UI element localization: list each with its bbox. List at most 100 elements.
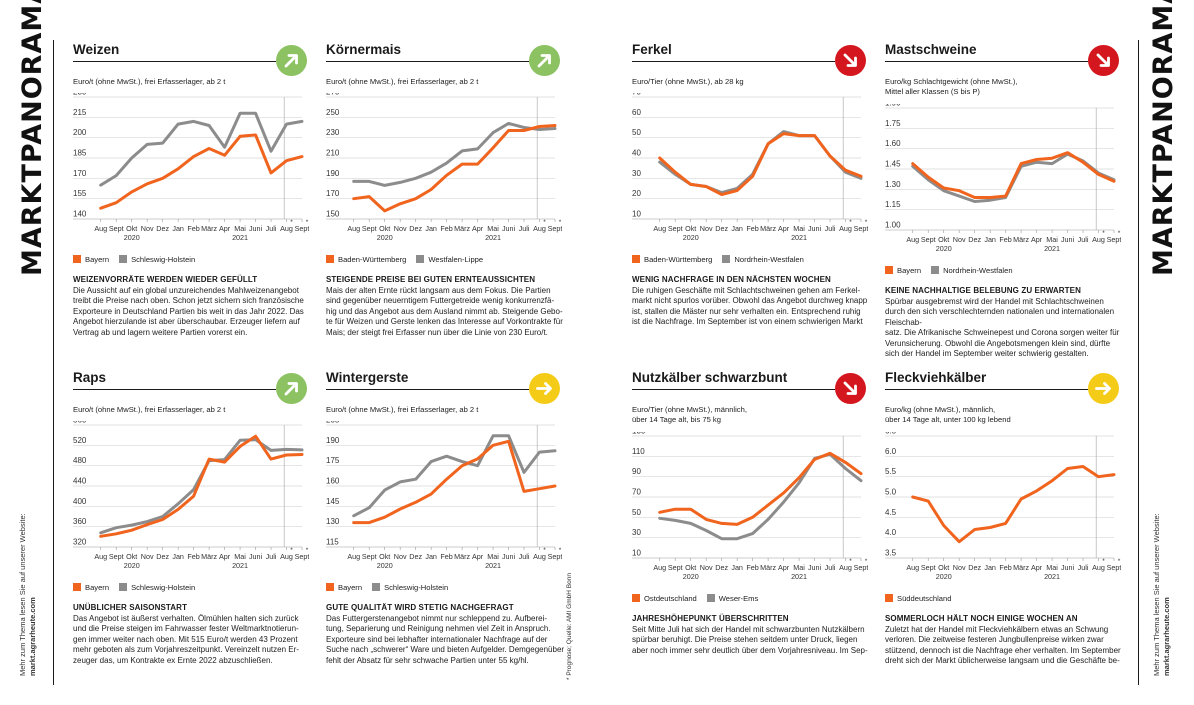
forecast-mark: *	[543, 219, 546, 226]
legend-label: Bayern	[338, 583, 363, 592]
y-tick-label: 190	[326, 436, 340, 445]
unit-label: Euro/t (ohne MwSt.), frei Erfasserlager,…	[326, 405, 479, 414]
y-tick-label: 20	[632, 189, 641, 198]
y-tick-label: 30	[632, 169, 641, 178]
year-label: 2021	[232, 561, 248, 570]
x-tick-label: Nov	[953, 563, 966, 572]
trend-down-icon	[835, 373, 866, 404]
title-rule	[73, 61, 276, 63]
x-tick-label: Sept	[548, 224, 562, 233]
section-title-right: MARKTPANORAMA	[1148, 0, 1179, 276]
trend-flat-icon	[1088, 373, 1119, 404]
series-line-schleswig-holstein	[99, 111, 304, 187]
legend-item: Schleswig-Holstein	[119, 255, 195, 264]
x-tick-label: Juli	[1078, 235, 1089, 244]
series-line-westfalen-lippe	[352, 121, 557, 187]
x-tick-label: Aug	[94, 552, 107, 561]
title-rule	[632, 61, 835, 63]
y-tick-label: 145	[326, 497, 340, 506]
trend-up-icon	[529, 45, 560, 76]
x-tick-label: Juli	[519, 224, 530, 233]
forecast-mark: *	[1102, 230, 1105, 237]
x-tick-label: März	[454, 552, 470, 561]
x-tick-label: Juli	[825, 563, 836, 572]
x-tick-label: Dez	[409, 552, 422, 561]
x-tick-label: Mai	[793, 224, 805, 233]
y-tick-label: 4.0	[885, 528, 897, 537]
x-tick-label: Aug	[533, 552, 546, 561]
year-label: 2020	[124, 233, 140, 242]
trend-flat-icon	[529, 373, 560, 404]
legend-swatch	[73, 255, 81, 263]
legend-label: Schleswig-Holstein	[131, 255, 196, 264]
series-line-bayern	[352, 439, 557, 525]
y-tick-label: 480	[73, 456, 87, 465]
x-tick-label: Mai	[487, 224, 499, 233]
x-tick-label: Aug	[839, 224, 852, 233]
x-tick-label: Juli	[266, 224, 277, 233]
x-tick-label: Sept	[362, 552, 377, 561]
title-rule	[632, 389, 835, 391]
x-tick-label: Jan	[172, 552, 184, 561]
x-tick-label: Dez	[715, 563, 728, 572]
x-tick-label: Dez	[968, 563, 981, 572]
article-text: Die ruhigen Geschäfte mit Schlachtschwei…	[632, 286, 868, 327]
panel-title: Mastschweine	[885, 42, 977, 57]
x-tick-label: Mai	[1046, 235, 1058, 244]
year-label: 2020	[683, 572, 699, 581]
legend-item: Bayern	[73, 583, 109, 592]
y-tick-label: 6.5	[885, 432, 897, 436]
legend-item: Schleswig-Holstein	[372, 583, 448, 592]
legend-swatch	[632, 255, 640, 263]
website-url-right[interactable]: markt.agrarheute.com	[1162, 597, 1171, 676]
x-tick-label: Okt	[126, 552, 137, 561]
panel-title: Raps	[73, 370, 107, 385]
y-tick-label: 3.5	[885, 549, 897, 558]
y-tick-label: 1.90	[885, 104, 901, 108]
legend-item: Ostdeutschland	[632, 594, 697, 603]
y-tick-label: 320	[73, 538, 87, 547]
y-tick-label: 6.0	[885, 447, 897, 456]
x-tick-label: Sept	[668, 563, 683, 572]
website-url-right-text[interactable]: markt.agrarheute.com	[1162, 597, 1171, 676]
panel-title: Nutzkälber schwarzbunt	[632, 370, 788, 385]
y-tick-label: 155	[73, 189, 87, 198]
title-rule	[885, 61, 1088, 63]
y-tick-label: 60	[632, 108, 641, 117]
x-tick-label: Dez	[715, 224, 728, 233]
y-tick-label: 40	[632, 149, 641, 158]
legend-item: Westfalen-Lippe	[416, 255, 483, 264]
x-tick-label: Juni	[808, 563, 822, 572]
website-url-text[interactable]: markt.agrarheute.com	[28, 597, 37, 676]
x-tick-label: Apr	[472, 224, 484, 233]
y-tick-label: 1.15	[885, 200, 901, 209]
year-label: 2020	[936, 572, 952, 581]
y-tick-label: 170	[326, 189, 340, 198]
unit-label: Euro/Tier (ohne MwSt.), ab 28 kg	[632, 77, 744, 86]
trend-down-icon	[1088, 45, 1119, 76]
y-tick-label: 4.5	[885, 508, 897, 517]
line-chart: 150170190210230250270AugSeptOktNovDezJan…	[326, 93, 562, 242]
unit-label: Euro/t (ohne MwSt.), frei Erfasserlager,…	[73, 77, 226, 86]
x-tick-label: Jan	[731, 224, 743, 233]
line-chart: 320360400440480520560AugSeptOktNovDezJan…	[73, 421, 309, 570]
x-tick-label: Sept	[921, 563, 936, 572]
x-tick-label: März	[1013, 563, 1029, 572]
article-heading: UNÜBLICHER SAISONSTART	[73, 603, 188, 612]
legend-item: Schleswig-Holstein	[119, 583, 195, 592]
legend-swatch	[885, 594, 893, 602]
website-url[interactable]: markt.agrarheute.com	[28, 597, 37, 676]
right-divider	[1138, 40, 1139, 685]
x-tick-label: Sept	[1107, 235, 1121, 244]
x-tick-label: Feb	[187, 224, 199, 233]
x-tick-label: Mai	[1046, 563, 1058, 572]
x-tick-label: Okt	[685, 563, 696, 572]
y-tick-label: 175	[326, 456, 340, 465]
chart-legend: Bayern Nordrhein-Westfalen	[885, 266, 1023, 275]
legend-label: Westfalen-Lippe	[428, 255, 484, 264]
x-tick-label: Okt	[938, 563, 949, 572]
x-tick-label: Mai	[487, 552, 499, 561]
x-tick-label: Feb	[746, 563, 758, 572]
series-line-bayern	[911, 151, 1116, 199]
legend-swatch	[931, 266, 940, 274]
